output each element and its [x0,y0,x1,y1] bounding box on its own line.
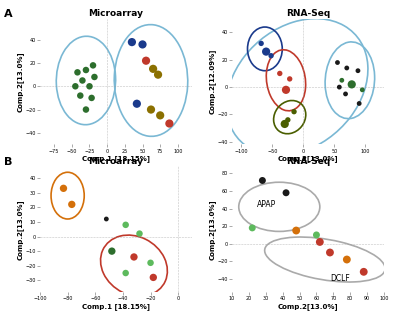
Point [90,63,96,68]
Text: APAP: APAP [257,200,276,209]
Point [339,78,345,83]
Point [259,178,266,183]
Point [131,254,137,259]
X-axis label: Comp.2[13.0%]: Comp.2[13.0%] [278,303,338,310]
Point [147,260,154,265]
Point [355,68,361,73]
Title: Microarray: Microarray [88,9,144,18]
Title: RNA-Seq: RNA-Seq [286,9,330,18]
Point [360,269,367,274]
Point [348,82,355,87]
Point [286,76,293,81]
Point [148,107,154,112]
Point [86,84,93,89]
Title: RNA-Seq: RNA-Seq [286,157,330,166]
Point [334,60,341,65]
Point [293,228,299,233]
Text: B: B [4,157,12,167]
Y-axis label: Comp.2[13.0%]: Comp.2[13.0%] [209,199,216,260]
Point [136,231,143,236]
Point [276,71,283,76]
Point [327,250,333,255]
Point [263,49,269,54]
Point [268,53,274,58]
Point [134,101,140,106]
Y-axis label: Comp.2[12.09%]: Comp.2[12.09%] [209,49,216,114]
Point [83,68,89,73]
Point [122,271,129,276]
Point [129,40,135,45]
Point [155,72,161,77]
Point [72,84,78,89]
Point [258,41,264,46]
Point [122,222,129,227]
Point [74,70,81,75]
Point [79,78,86,83]
Point [143,58,149,63]
Point [282,122,288,127]
Point [157,113,163,118]
Point [88,95,95,100]
Point [359,87,366,92]
Point [283,87,289,92]
Point [344,257,350,262]
Point [356,101,362,106]
Y-axis label: Comp.2[13.0%]: Comp.2[13.0%] [17,51,24,112]
Point [150,275,156,280]
Point [285,117,291,122]
Point [103,216,110,221]
Point [91,74,98,79]
X-axis label: Comp.1 [18.15%]: Comp.1 [18.15%] [82,155,150,162]
Title: Microarray: Microarray [88,157,144,166]
Point [77,93,84,98]
Point [342,91,349,96]
Point [344,66,350,71]
X-axis label: Comp.2[13.0%]: Comp.2[13.0%] [278,155,338,162]
Point [68,202,75,207]
Text: DCLF: DCLF [330,273,350,283]
Point [249,225,256,230]
Point [109,249,115,254]
Point [313,232,320,237]
Point [166,121,172,126]
Point [139,42,146,47]
Point [150,66,156,71]
Point [60,186,67,191]
Point [283,190,289,195]
Y-axis label: Comp.2[13.0%]: Comp.2[13.0%] [17,199,24,260]
Point [291,109,297,114]
X-axis label: Comp.1 [18.15%]: Comp.1 [18.15%] [82,303,150,310]
Point [317,240,323,245]
Point [83,107,89,112]
Point [336,84,342,89]
Text: A: A [4,9,13,19]
